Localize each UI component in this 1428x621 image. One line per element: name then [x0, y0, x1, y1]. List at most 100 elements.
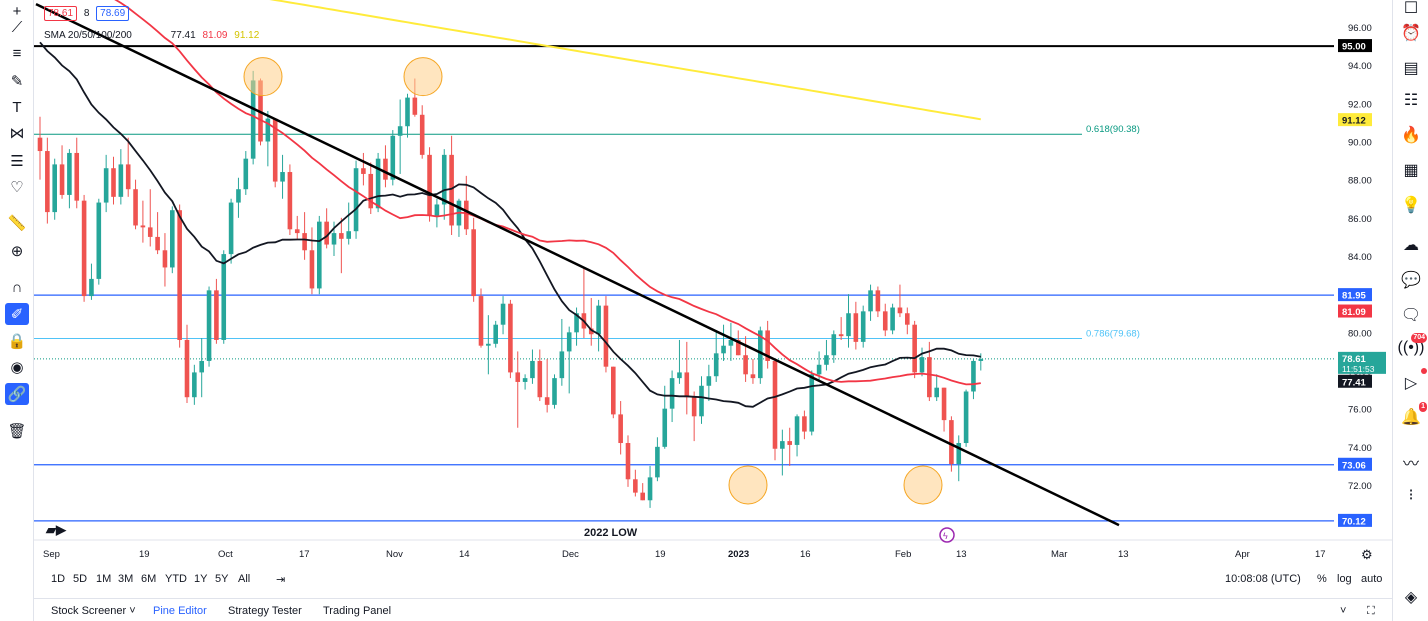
- hotlist-icon[interactable]: 🔥: [1401, 127, 1421, 144]
- candle-body: [713, 353, 719, 377]
- candle-body: [353, 168, 359, 232]
- lightbulb-icon[interactable]: 💡: [1401, 197, 1421, 214]
- candle-body: [721, 345, 726, 354]
- range-1m[interactable]: 1M: [96, 573, 112, 585]
- level-price-label-bg: [1338, 288, 1372, 302]
- sma-value-black: 77.41: [170, 30, 196, 41]
- candle-body: [846, 313, 851, 337]
- candle-body: [853, 313, 859, 342]
- lock-icon[interactable]: 🔒: [7, 333, 27, 350]
- range-ytd[interactable]: YTD: [165, 573, 187, 585]
- x-tick-label: 13: [1118, 549, 1129, 560]
- candle-body: [309, 250, 315, 289]
- trendline-icon[interactable]: ⟋: [11, 18, 23, 36]
- candle-body: [133, 189, 138, 226]
- candle-body: [647, 477, 653, 501]
- goto-date-icon[interactable]: ⇥: [276, 574, 286, 586]
- fib-retracement-icon[interactable]: ≡: [12, 44, 22, 62]
- candle-body: [728, 339, 734, 346]
- candle-body: [802, 416, 807, 432]
- watchlist-icon[interactable]: ☐: [1403, 0, 1419, 17]
- candle-body: [890, 307, 895, 331]
- sma-legend[interactable]: SMA 20/50/100/200 77.41 81.09 91.12: [44, 30, 263, 41]
- candle-body: [794, 416, 800, 445]
- range-3m[interactable]: 3M: [118, 573, 134, 585]
- range-1d[interactable]: 1D: [51, 573, 66, 585]
- candle-body: [147, 227, 153, 237]
- price-chart[interactable]: 72.0074.0076.0078.0080.0082.0084.0086.00…: [34, 0, 1392, 568]
- candle-body: [111, 168, 116, 197]
- ruler-icon[interactable]: 📏: [7, 215, 27, 232]
- x-tick-label: Feb: [895, 549, 911, 560]
- calendar-icon[interactable]: ▦: [1403, 162, 1419, 179]
- candle-body: [89, 278, 94, 297]
- log-scale-toggle[interactable]: log: [1337, 573, 1352, 585]
- plot-area: [34, 0, 1334, 540]
- maximize-panel-icon[interactable]: ⛶: [1367, 605, 1375, 617]
- candle-body: [515, 372, 521, 382]
- x-tick-label: 14: [459, 549, 470, 560]
- level-price-label: 70.12: [1342, 516, 1366, 527]
- tab-trading-panel[interactable]: Trading Panel: [323, 605, 392, 617]
- zoom-in-icon[interactable]: ⊕: [10, 243, 24, 260]
- alert-clock-icon[interactable]: ⏰: [1401, 25, 1421, 42]
- percent-scale-toggle[interactable]: %: [1317, 573, 1327, 585]
- collapse-panel-icon[interactable]: ˅: [1340, 605, 1347, 617]
- last-price-value: 78.61: [1342, 354, 1366, 365]
- trash-icon[interactable]: 🗑: [7, 423, 27, 440]
- highlight-circle: [243, 57, 283, 97]
- link-icon[interactable]: 🔗: [5, 383, 29, 405]
- magnet-icon[interactable]: ∩: [11, 278, 23, 296]
- candle-body: [199, 360, 204, 373]
- dots-icon[interactable]: ⁝: [1408, 487, 1414, 504]
- tab-pine-editor[interactable]: Pine Editor: [153, 605, 207, 617]
- forecast-icon[interactable]: ☰: [10, 153, 24, 170]
- data-window-icon[interactable]: ▤: [1403, 60, 1419, 77]
- candle-body: [772, 360, 778, 449]
- sma-value-red: 81.09: [202, 30, 228, 41]
- candle-body: [214, 290, 219, 340]
- y-tick-label: 84.00: [1348, 252, 1372, 263]
- range-6m[interactable]: 6M: [141, 573, 157, 585]
- auto-scale-toggle[interactable]: auto: [1361, 573, 1383, 585]
- range-all[interactable]: All: [238, 573, 251, 585]
- candle-body: [228, 202, 234, 255]
- candle-body: [243, 158, 249, 190]
- x-tick-label: 19: [139, 549, 150, 560]
- news-icon[interactable]: ☷: [1403, 92, 1419, 109]
- candle-body: [669, 378, 675, 409]
- cloud-icon[interactable]: ☁: [1403, 237, 1419, 254]
- y-tick-label: 86.00: [1348, 214, 1372, 225]
- candle-body: [272, 118, 278, 182]
- bid-price[interactable]: 78.61: [44, 6, 78, 21]
- stream-icon[interactable]: ▷: [1399, 368, 1427, 395]
- range-5d[interactable]: 5D: [73, 573, 88, 585]
- tab-strategy-tester[interactable]: Strategy Tester: [228, 605, 302, 617]
- broadcast-icon[interactable]: ((•)) 704: [1397, 333, 1427, 356]
- candle-body: [971, 360, 976, 392]
- notifications-icon[interactable]: 🔔 1: [1401, 402, 1427, 426]
- chat-icon[interactable]: 💬: [1401, 272, 1421, 289]
- chat-two-icon[interactable]: 🗨: [1400, 307, 1422, 324]
- layers-icon[interactable]: ◈: [1404, 589, 1418, 606]
- range-5y[interactable]: 5Y: [215, 573, 229, 585]
- brush-icon[interactable]: ✎: [10, 73, 24, 90]
- text-icon[interactable]: T: [12, 98, 22, 116]
- clock-display[interactable]: 10:08:08 (UTC): [1225, 573, 1301, 585]
- drawing-toolbar: + ⟋ ≡ ✎ T ⋈ ☰ ♡ 📏 ⊕ ∩ ✐ 🔒 ◉ 🔗 🗑: [0, 0, 34, 621]
- range-1y[interactable]: 1Y: [194, 573, 208, 585]
- ask-price[interactable]: 78.69: [96, 6, 130, 21]
- price-label: 91.12: [1342, 116, 1366, 127]
- candle-body: [67, 152, 72, 195]
- candle-body: [427, 154, 432, 216]
- price-label-bg: [1338, 113, 1372, 127]
- eye-icon[interactable]: ◉: [10, 359, 24, 376]
- stay-in-drawing-icon[interactable]: ✐: [5, 303, 29, 325]
- tab-stock-screener[interactable]: Stock Screener ˅: [51, 605, 136, 617]
- candle-body: [383, 158, 388, 180]
- candle-body: [882, 311, 888, 331]
- chart-lines-icon[interactable]: 〰: [1402, 456, 1419, 473]
- pattern-icon[interactable]: ⋈: [9, 125, 25, 142]
- crosshair-icon[interactable]: +: [12, 2, 22, 20]
- heart-icon[interactable]: ♡: [10, 179, 24, 196]
